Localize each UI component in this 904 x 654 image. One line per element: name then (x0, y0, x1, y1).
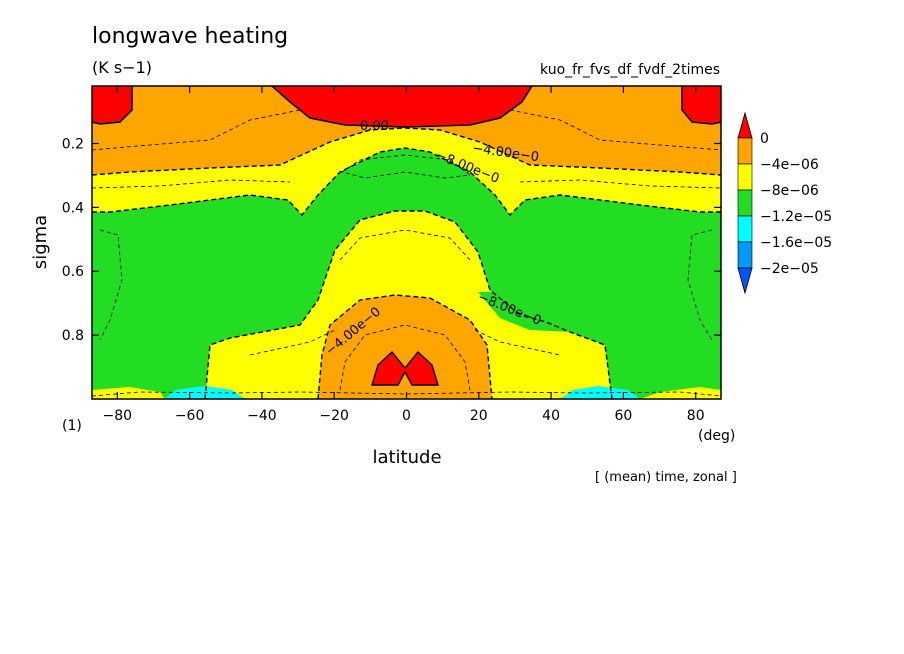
y-tick-label: 0.2 (62, 136, 84, 152)
colorbar-label: −2e−05 (760, 261, 819, 277)
contour-minor-6 (339, 324, 471, 391)
x-axis-label: latitude (372, 447, 441, 468)
run-name: kuo_fr_fvs_df_fvdf_2times (540, 62, 720, 78)
x-tick-label: 0 (402, 408, 411, 424)
contour-local-max (371, 350, 439, 386)
x-axis-unit: (deg) (698, 428, 735, 444)
x-tick-label: −40 (247, 408, 277, 424)
band-surface-cyan-right (560, 386, 640, 399)
x-axis: −80 −60 −40 −20 0 20 40 60 80 (103, 86, 705, 424)
x-tick-label: 40 (542, 408, 560, 424)
x-tick-label: −80 (103, 408, 133, 424)
contour-field (92, 86, 721, 399)
y-axis-label: sigma (30, 215, 51, 269)
chart-title: longwave heating (92, 24, 289, 49)
contour-label-zero: 0.00 (360, 119, 389, 134)
colorbar-swatch (737, 189, 753, 217)
contour-minus-8e-6-tropical (204, 210, 613, 399)
averaging-note: [ (mean) time, zonal ] (595, 470, 737, 485)
contour-zero (92, 86, 721, 128)
contour-minor-5 (249, 329, 561, 356)
band-tropical-green-notch (478, 292, 546, 330)
colorbar-top-triangle (737, 111, 753, 139)
x-tick-label: −20 (319, 408, 349, 424)
x-tick-label: 80 (687, 408, 705, 424)
y-tick-label: 0.6 (62, 264, 84, 280)
contour-minus-4e-6-upper (92, 127, 721, 176)
colorbar-label: −1.6e−05 (760, 235, 832, 251)
band-surface-yellow-right (640, 387, 721, 399)
contour-minor-8 (92, 391, 721, 397)
colorbar-swatch (737, 137, 753, 165)
x-tick-label: 60 (614, 408, 632, 424)
x-tick-label: −60 (175, 408, 205, 424)
contour-minor-7 (99, 229, 713, 341)
contour-minor-2 (341, 154, 472, 179)
colorbar-label: −4e−06 (760, 157, 819, 173)
contour-minus-8e-6-upper (92, 147, 721, 217)
y-axis: 0.2 0.4 0.6 0.8 (62, 136, 721, 344)
band-upper-orange (92, 86, 721, 175)
x-tick-label: 20 (470, 408, 488, 424)
chart-units: (K s−1) (92, 58, 152, 77)
band-top-red-center (272, 86, 532, 127)
contour-minus-4e-6-tropical (317, 294, 493, 399)
y-tick-label: 0.4 (62, 200, 84, 216)
contour-minor-1 (92, 109, 721, 151)
y-tick-label: 0.8 (62, 328, 84, 344)
colorbar-label: −1.2e−05 (760, 209, 832, 225)
colorbar-label: −8e−06 (760, 183, 819, 199)
colorbar-label: 0 (760, 131, 769, 147)
contour-lines (92, 86, 721, 399)
colorbar-swatch (737, 241, 753, 269)
colorbar-swatch (737, 215, 753, 243)
band-top-red-left (92, 86, 132, 124)
band-top-red-right (682, 86, 721, 124)
axis-marker: (1) (62, 418, 82, 434)
band-tropical-orange (318, 295, 492, 399)
colorbar: 0 −4e−06 −8e−06 −1.2e−05 −1.6e−05 −2e−05 (737, 111, 832, 295)
contour-minor-3 (92, 179, 721, 189)
colorbar-bottom-triangle (737, 267, 753, 295)
colorbar-swatch (737, 163, 753, 191)
